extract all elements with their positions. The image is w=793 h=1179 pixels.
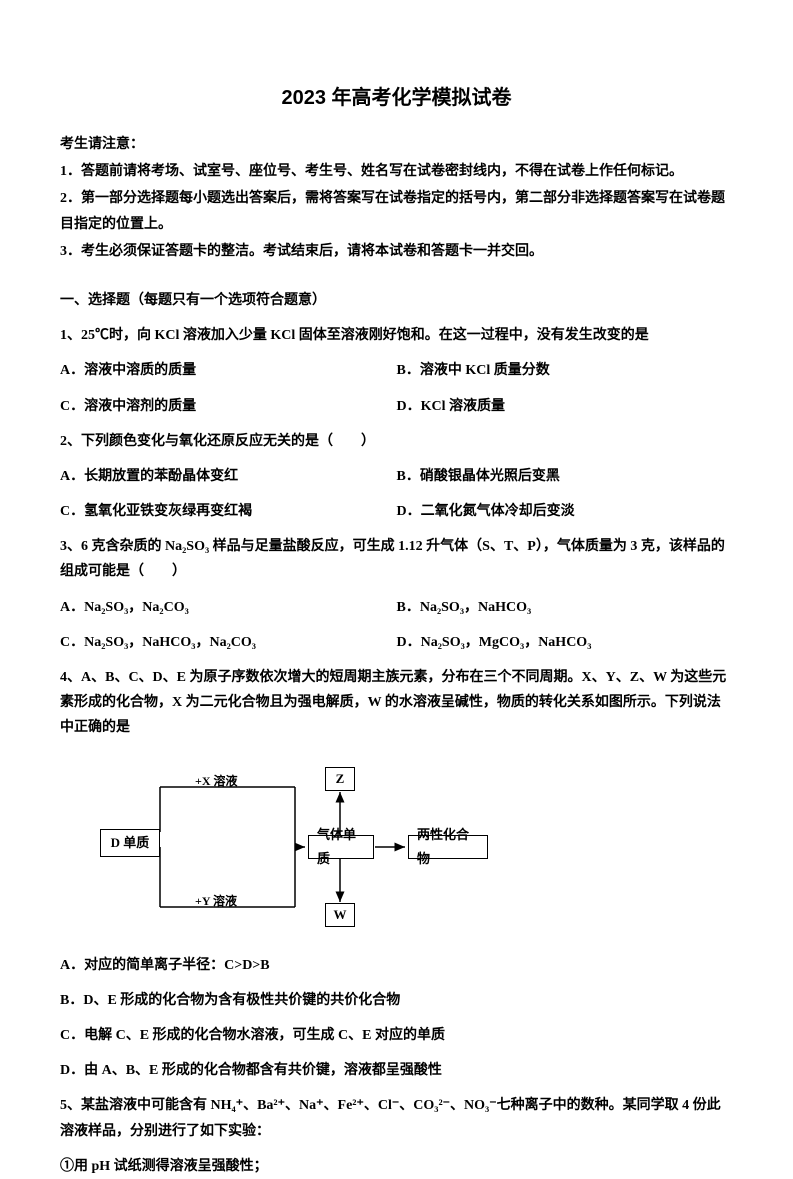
notice-item-1: 1．答题前请将考场、试室号、座位号、考生号、姓名写在试卷密封线内，不得在试卷上作…: [60, 159, 733, 184]
q3-stem: 3、6 克含杂质的 Na₂SO₃ 样品与足量盐酸反应，可生成 1.12 升气体（…: [60, 534, 733, 584]
notice-item-2: 2．第一部分选择题每小题选出答案后，需将答案写在试卷指定的括号内，第二部分非选择…: [60, 186, 733, 236]
diagram-box-amph: 两性化合物: [408, 835, 488, 859]
section-1-header: 一、选择题（每题只有一个选项符合题意）: [60, 288, 733, 313]
q3-optC: C．Na₂SO₃，NaHCO₃，Na₂CO₃: [60, 630, 397, 655]
notice-item-3: 3．考生必须保证答题卡的整洁。考试结束后，请将本试卷和答题卡一并交回。: [60, 239, 733, 264]
diagram-label-y: +Y 溶液: [195, 891, 237, 913]
q4-optD: D．由 A、B、E 形成的化合物都含有共价键，溶液都呈强酸性: [60, 1058, 733, 1083]
exam-title: 2023 年高考化学模拟试卷: [60, 80, 733, 116]
diagram-box-gas: 气体单质: [308, 835, 374, 859]
q2-optC: C．氢氧化亚铁变灰绿再变红褐: [60, 499, 397, 524]
q3-optA: A．Na₂SO₃，Na₂CO₃: [60, 595, 397, 620]
q3-optB: B．Na₂SO₃，NaHCO₃: [397, 595, 734, 620]
q4-optB: B．D、E 形成的化合物为含有极性共价键的共价化合物: [60, 988, 733, 1013]
q1-stem: 1、25℃时，向 KCl 溶液加入少量 KCl 固体至溶液刚好饱和。在这一过程中…: [60, 323, 733, 348]
notice-header: 考生请注意：: [60, 132, 733, 157]
q5-stem: 5、某盐溶液中可能含有 NH₄⁺、Ba²⁺、Na⁺、Fe²⁺、Cl⁻、CO₃²⁻…: [60, 1093, 733, 1143]
q4-optC: C．电解 C、E 形成的化合物水溶液，可生成 C、E 对应的单质: [60, 1023, 733, 1048]
q3-options-row2: C．Na₂SO₃，NaHCO₃，Na₂CO₃ D．Na₂SO₃，MgCO₃，Na…: [60, 630, 733, 655]
q2-optB: B．硝酸银晶体光照后变黑: [397, 464, 734, 489]
diagram-box-z: Z: [325, 767, 355, 791]
q5-line1: ①用 pH 试纸测得溶液呈强酸性；: [60, 1154, 733, 1179]
q4-stem: 4、A、B、C、D、E 为原子序数依次增大的短周期主族元素，分布在三个不同周期。…: [60, 665, 733, 741]
q2-stem: 2、下列颜色变化与氧化还原反应无关的是（ ）: [60, 429, 733, 454]
q1-optB: B．溶液中 KCl 质量分数: [397, 358, 734, 383]
q1-optC: C．溶液中溶剂的质量: [60, 394, 397, 419]
q1-options-row2: C．溶液中溶剂的质量 D．KCl 溶液质量: [60, 394, 733, 419]
q4-optA: A．对应的简单离子半径：C>D>B: [60, 953, 733, 978]
q2-options-row2: C．氢氧化亚铁变灰绿再变红褐 D．二氧化氮气体冷却后变淡: [60, 499, 733, 524]
q2-options-row1: A．长期放置的苯酚晶体变红 B．硝酸银晶体光照后变黑: [60, 464, 733, 489]
q4-diagram: D 单质 Z 气体单质 W 两性化合物 +X 溶液 +Y 溶液: [100, 757, 520, 937]
q1-options-row1: A．溶液中溶质的质量 B．溶液中 KCl 质量分数: [60, 358, 733, 383]
diagram-box-d: D 单质: [100, 829, 160, 857]
q3-optD: D．Na₂SO₃，MgCO₃，NaHCO₃: [397, 630, 734, 655]
diagram-box-w: W: [325, 903, 355, 927]
q1-optA: A．溶液中溶质的质量: [60, 358, 397, 383]
q2-optA: A．长期放置的苯酚晶体变红: [60, 464, 397, 489]
q3-options-row1: A．Na₂SO₃，Na₂CO₃ B．Na₂SO₃，NaHCO₃: [60, 595, 733, 620]
q2-optD: D．二氧化氮气体冷却后变淡: [397, 499, 734, 524]
q1-optD: D．KCl 溶液质量: [397, 394, 734, 419]
diagram-label-x: +X 溶液: [195, 771, 238, 793]
